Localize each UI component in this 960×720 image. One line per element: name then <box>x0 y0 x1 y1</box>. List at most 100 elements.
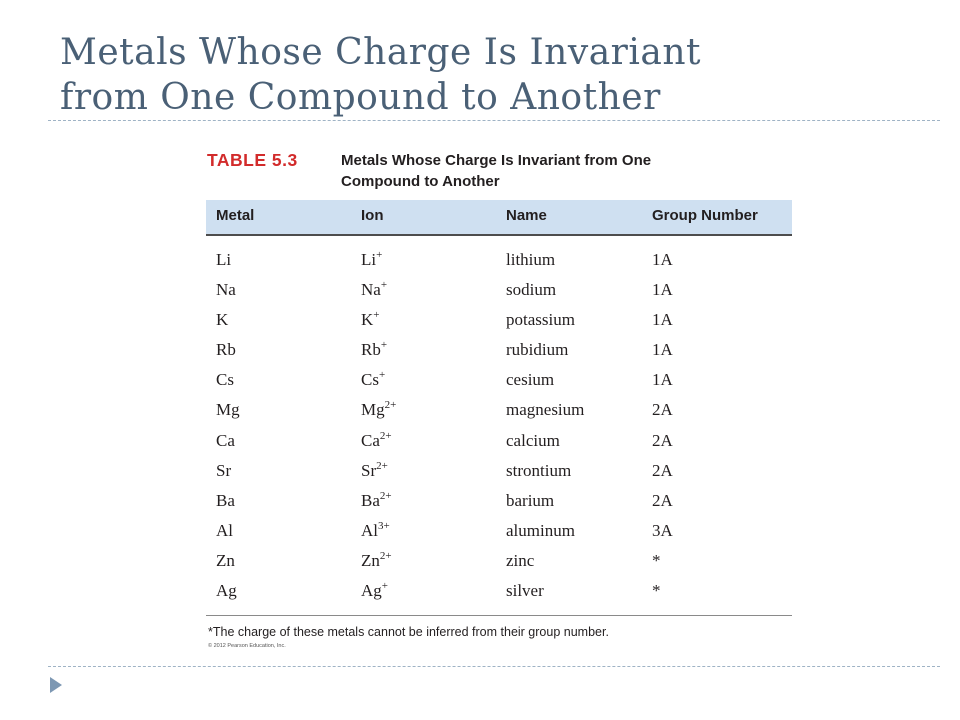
group-number-cell: 2A <box>652 400 673 420</box>
ion-cell: Rb+ <box>361 338 387 364</box>
ion-charge: 2+ <box>379 429 392 442</box>
group-number-cell: 1A <box>652 310 673 330</box>
metal-cell: Ag <box>216 581 237 601</box>
ion-cell: Cs+ <box>361 368 385 394</box>
play-arrow-icon[interactable] <box>50 677 62 693</box>
ion-symbol: Sr <box>361 460 377 480</box>
slide-title-line-2: from One Compound to Another <box>60 77 661 118</box>
ion-cell: Zn2+ <box>361 549 392 575</box>
ion-charge: 3+ <box>378 519 390 532</box>
name-cell: sodium <box>506 280 557 300</box>
group-number-cell: 3A <box>652 520 673 540</box>
ion-charge: + <box>380 279 388 292</box>
table-row: Ba Ba2+ barium 2A <box>206 489 792 519</box>
metal-cell: Al <box>216 520 233 540</box>
ion-cell: Ba2+ <box>361 489 392 515</box>
metal-cell: Zn <box>216 550 235 570</box>
group-number-cell: 1A <box>652 370 673 390</box>
ion-cell: Ag+ <box>361 579 388 605</box>
name-cell: cesium <box>506 370 555 390</box>
group-number-cell: 2A <box>652 430 673 450</box>
slide-title-line-1: Metals Whose Charge Is Invariant <box>60 32 701 73</box>
group-number-cell: * <box>652 550 661 570</box>
metal-cell: Mg <box>216 400 240 420</box>
name-cell: zinc <box>506 550 535 570</box>
ion-cell: Ca2+ <box>361 429 392 455</box>
column-header-name: Name <box>506 207 547 224</box>
name-cell: silver <box>506 581 544 601</box>
table-caption-line-1: Metals Whose Charge Is Invariant from On… <box>341 152 652 169</box>
footer-divider <box>48 666 940 667</box>
table-body: Li Li+ lithium 1A Na Na+ sodium 1A K K+ potassium 1… <box>206 236 792 616</box>
metal-cell: Na <box>216 280 236 300</box>
table-header-row: Metal Ion Name Group Number <box>206 200 792 236</box>
group-number-cell: 1A <box>652 250 673 269</box>
table-number: TABLE 5.3 <box>207 150 298 170</box>
metal-cell: Sr <box>216 460 232 480</box>
group-number-cell: 1A <box>652 280 673 300</box>
table-row: Mg Mg2+ magnesium 2A <box>206 398 792 428</box>
ion-charge: 2+ <box>379 489 392 502</box>
ion-cell: Na+ <box>361 278 387 304</box>
ion-symbol: Ba <box>361 490 380 510</box>
ion-cell: K+ <box>361 308 380 334</box>
ion-symbol: Rb <box>361 340 381 360</box>
table-row: Ca Ca2+ calcium 2A <box>206 429 792 459</box>
table-row: Ag Ag+ silver * <box>206 579 792 609</box>
ion-cell: Mg2+ <box>361 398 396 424</box>
table-footnote: *The charge of these metals cannot be in… <box>208 625 609 639</box>
table-row: Li Li+ lithium 1A <box>206 248 792 278</box>
ion-symbol: Li <box>361 250 377 269</box>
table-caption-line-2: Compound to Another <box>341 173 500 190</box>
table-row: K K+ potassium 1A <box>206 308 792 338</box>
metal-cell: Ca <box>216 430 235 450</box>
metal-cell: Cs <box>216 370 234 390</box>
name-cell: aluminum <box>506 520 575 540</box>
table-row: Zn Zn2+ zinc * <box>206 549 792 579</box>
ion-cell: Li+ <box>361 248 382 274</box>
ion-charge: + <box>380 339 388 352</box>
ion-symbol: K <box>361 310 374 330</box>
name-cell: lithium <box>506 250 556 269</box>
ion-charge: 2+ <box>384 399 397 412</box>
table-row: Sr Sr2+ strontium 2A <box>206 459 792 489</box>
table-row: Al Al3+ aluminum 3A <box>206 519 792 549</box>
ion-cell: Sr2+ <box>361 459 388 485</box>
group-number-cell: 1A <box>652 340 673 360</box>
ion-charge: + <box>373 309 380 322</box>
ion-symbol: Ca <box>361 430 380 450</box>
metal-cell: K <box>216 310 229 330</box>
copyright-notice: © 2012 Pearson Education, Inc. <box>208 643 286 649</box>
name-cell: magnesium <box>506 400 585 420</box>
name-cell: potassium <box>506 310 575 330</box>
ion-charge: + <box>378 369 386 382</box>
name-cell: strontium <box>506 460 572 480</box>
name-cell: calcium <box>506 430 560 450</box>
title-divider <box>48 120 940 121</box>
column-header-metal: Metal <box>216 207 255 224</box>
group-number-cell: * <box>652 581 661 601</box>
table-row: Rb Rb+ rubidium 1A <box>206 338 792 368</box>
table-row: Cs Cs+ cesium 1A <box>206 368 792 398</box>
metal-cell: Ba <box>216 490 235 510</box>
ion-symbol: Cs <box>361 370 379 390</box>
ion-symbol: Mg <box>361 400 385 420</box>
table-row: Na Na+ sodium 1A <box>206 278 792 308</box>
metal-cell: Li <box>216 250 232 269</box>
table-heading: TABLE 5.3 Metals Whose Charge Is Invaria… <box>206 148 792 200</box>
ion-cell: Al3+ <box>361 519 390 545</box>
name-cell: rubidium <box>506 340 569 360</box>
ion-symbol: Al <box>361 520 378 540</box>
name-cell: barium <box>506 490 555 510</box>
metal-cell: Rb <box>216 340 236 360</box>
table-caption: Metals Whose Charge Is Invariant from On… <box>341 150 761 192</box>
ion-symbol: Zn <box>361 550 380 570</box>
ion-charge: 2+ <box>379 549 392 562</box>
column-header-group-number: Group Number <box>652 207 758 224</box>
ion-charge: 2+ <box>376 459 388 472</box>
group-number-cell: 2A <box>652 460 673 480</box>
table-figure: TABLE 5.3 Metals Whose Charge Is Invaria… <box>206 148 792 649</box>
group-number-cell: 2A <box>652 490 673 510</box>
column-header-ion: Ion <box>361 207 384 224</box>
ion-charge: + <box>381 580 388 593</box>
